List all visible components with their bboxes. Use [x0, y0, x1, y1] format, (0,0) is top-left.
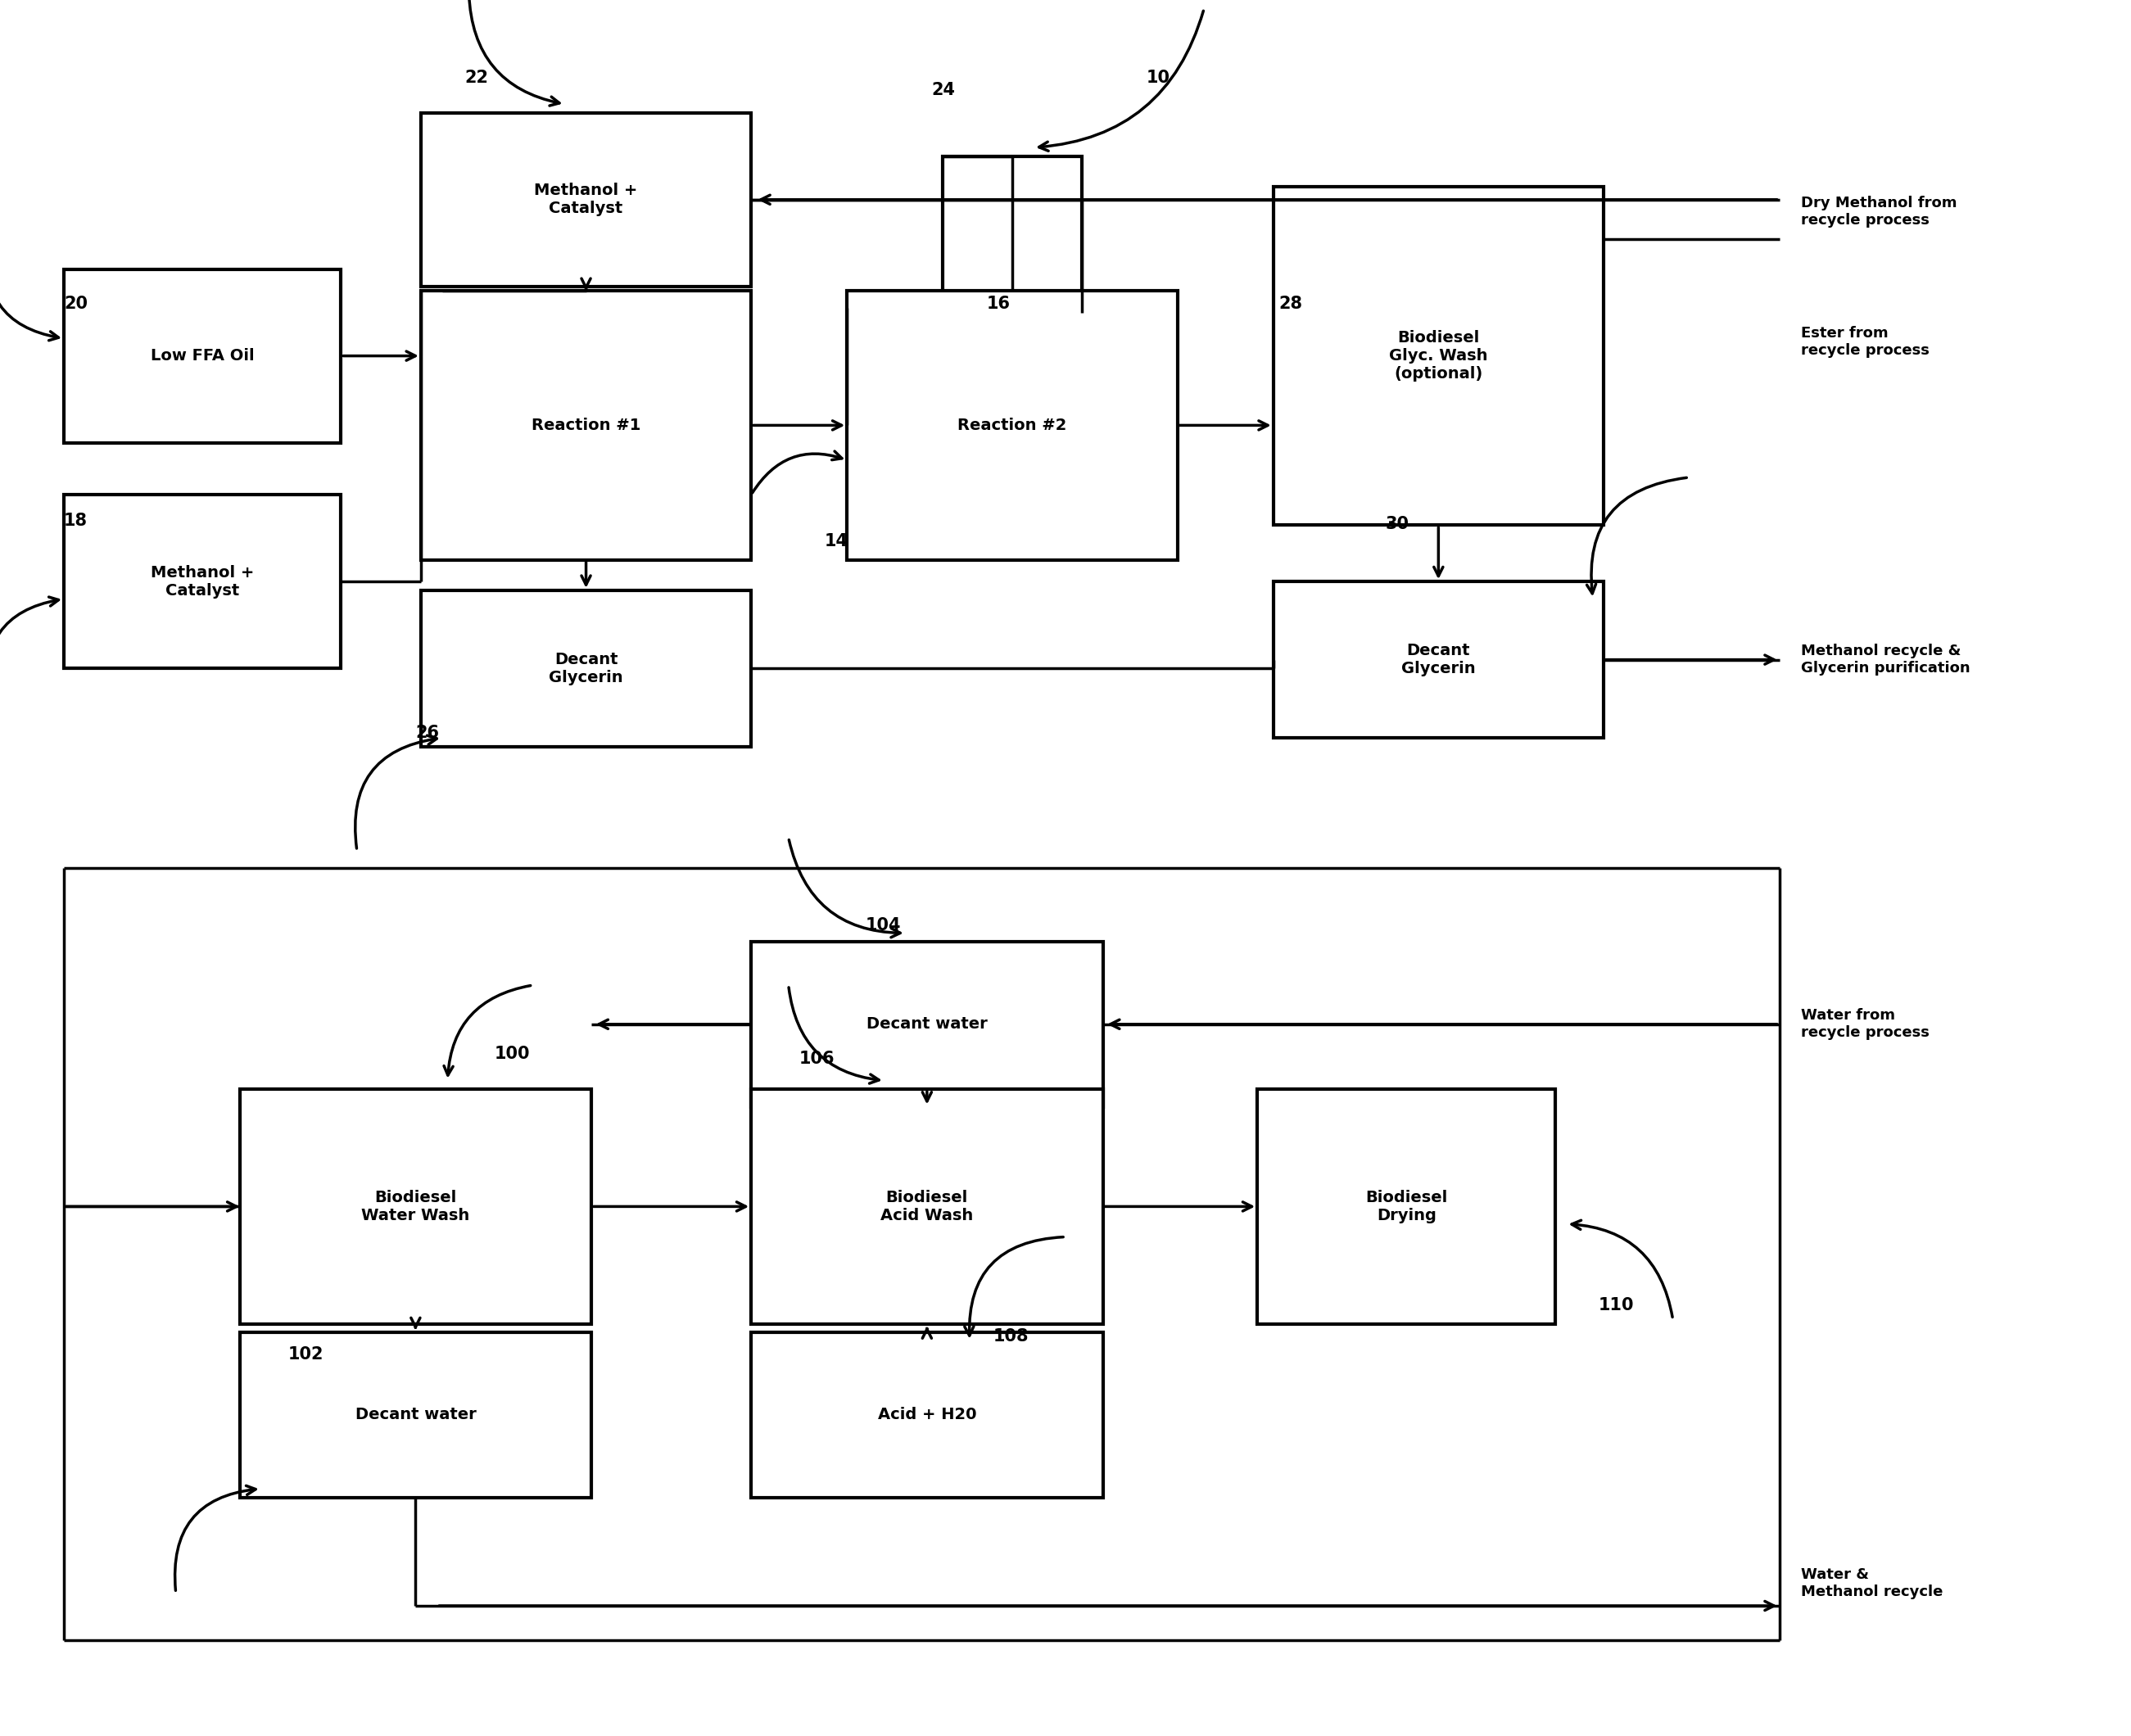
- FancyBboxPatch shape: [750, 941, 1104, 1108]
- Text: 30: 30: [1385, 516, 1409, 533]
- FancyBboxPatch shape: [420, 113, 752, 286]
- Text: Decant
Glycerin: Decant Glycerin: [550, 651, 622, 686]
- Text: 104: 104: [865, 917, 901, 934]
- FancyBboxPatch shape: [1257, 1090, 1556, 1323]
- Text: 106: 106: [799, 1050, 835, 1068]
- Text: 20: 20: [64, 295, 87, 312]
- Text: Decant water: Decant water: [356, 1408, 475, 1422]
- Text: Methanol +
Catalyst: Methanol + Catalyst: [151, 564, 254, 599]
- Text: 26: 26: [416, 724, 439, 741]
- Text: Low FFA Oil: Low FFA Oil: [151, 349, 254, 363]
- FancyBboxPatch shape: [750, 1090, 1104, 1323]
- Text: Decant
Glycerin: Decant Glycerin: [1402, 642, 1475, 677]
- Text: Decant water: Decant water: [867, 1017, 987, 1031]
- Text: Biodiesel
Drying: Biodiesel Drying: [1366, 1189, 1447, 1224]
- Text: Reaction #1: Reaction #1: [531, 418, 641, 432]
- FancyBboxPatch shape: [239, 1333, 592, 1496]
- FancyBboxPatch shape: [420, 590, 752, 746]
- FancyBboxPatch shape: [750, 1333, 1104, 1496]
- Text: Acid + H20: Acid + H20: [878, 1408, 976, 1422]
- Text: 102: 102: [288, 1345, 324, 1363]
- Text: 100: 100: [494, 1045, 531, 1062]
- Text: Water from
recycle process: Water from recycle process: [1801, 1009, 1929, 1040]
- FancyBboxPatch shape: [942, 156, 1083, 312]
- Text: 16: 16: [987, 295, 1010, 312]
- Text: 110: 110: [1598, 1297, 1634, 1314]
- Text: Water &
Methanol recycle: Water & Methanol recycle: [1801, 1568, 1943, 1599]
- Text: 14: 14: [825, 533, 848, 550]
- Text: 28: 28: [1279, 295, 1302, 312]
- FancyBboxPatch shape: [1274, 186, 1605, 524]
- FancyBboxPatch shape: [64, 269, 341, 443]
- Text: Biodiesel
Water Wash: Biodiesel Water Wash: [362, 1189, 469, 1224]
- Text: Biodiesel
Acid Wash: Biodiesel Acid Wash: [880, 1189, 974, 1224]
- Text: 10: 10: [1146, 69, 1170, 87]
- FancyBboxPatch shape: [239, 1090, 592, 1323]
- Text: Dry Methanol from
recycle process: Dry Methanol from recycle process: [1801, 196, 1956, 227]
- Text: Methanol +
Catalyst: Methanol + Catalyst: [535, 182, 637, 217]
- FancyBboxPatch shape: [64, 495, 341, 668]
- Text: Methanol recycle &
Glycerin purification: Methanol recycle & Glycerin purification: [1801, 644, 1969, 675]
- Text: Reaction #2: Reaction #2: [957, 418, 1068, 432]
- FancyBboxPatch shape: [1274, 582, 1605, 738]
- Text: 24: 24: [931, 82, 955, 99]
- FancyBboxPatch shape: [420, 290, 752, 559]
- Text: Biodiesel
Glyc. Wash
(optional): Biodiesel Glyc. Wash (optional): [1389, 330, 1487, 382]
- Text: 108: 108: [993, 1328, 1029, 1345]
- FancyBboxPatch shape: [846, 290, 1176, 559]
- Text: Ester from
recycle process: Ester from recycle process: [1801, 326, 1929, 358]
- Text: 18: 18: [64, 512, 87, 529]
- Text: 22: 22: [465, 69, 488, 87]
